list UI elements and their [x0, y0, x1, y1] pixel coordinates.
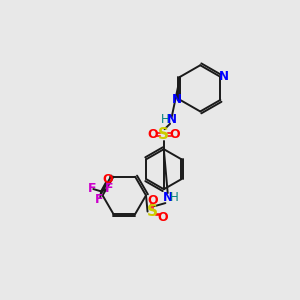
Text: O: O	[148, 128, 158, 141]
Text: O: O	[169, 128, 180, 141]
Text: H: H	[170, 191, 179, 204]
Text: O: O	[147, 194, 158, 207]
Text: H: H	[161, 113, 170, 126]
Text: N: N	[218, 70, 229, 83]
Text: F: F	[88, 182, 96, 195]
Text: S: S	[158, 127, 169, 142]
Text: F: F	[95, 193, 104, 206]
Text: O: O	[102, 172, 112, 185]
Text: N: N	[167, 113, 177, 126]
Text: S: S	[147, 204, 158, 219]
Text: O: O	[158, 211, 168, 224]
Text: N: N	[163, 191, 173, 204]
Text: N: N	[172, 93, 182, 106]
Text: F: F	[105, 182, 113, 195]
